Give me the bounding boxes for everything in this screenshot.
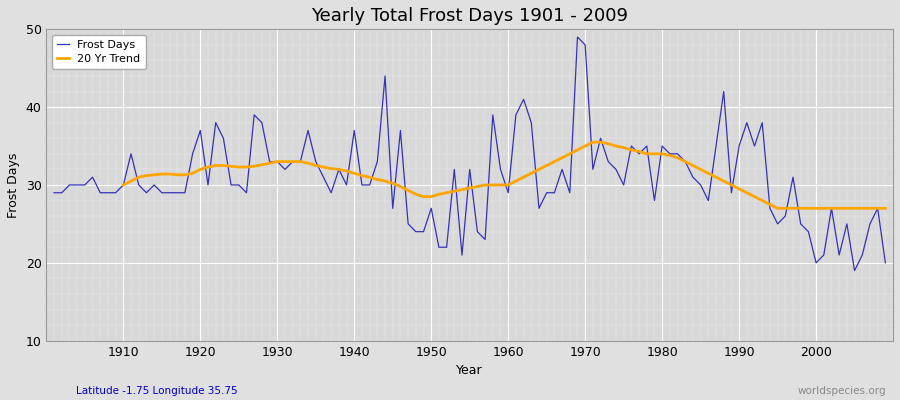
Line: Frost Days: Frost Days bbox=[54, 37, 886, 270]
Line: 20 Yr Trend: 20 Yr Trend bbox=[123, 142, 886, 208]
Frost Days bbox=[326, 190, 337, 195]
20 Yr Trend bbox=[772, 206, 783, 211]
Frost Days bbox=[110, 190, 121, 195]
20 Yr Trend bbox=[572, 148, 583, 152]
Text: worldspecies.org: worldspecies.org bbox=[798, 386, 886, 396]
20 Yr Trend bbox=[510, 179, 521, 184]
Frost Days bbox=[850, 268, 860, 273]
20 Yr Trend bbox=[118, 182, 129, 187]
Frost Days bbox=[503, 190, 514, 195]
20 Yr Trend bbox=[880, 206, 891, 211]
20 Yr Trend bbox=[833, 206, 844, 211]
Frost Days bbox=[280, 167, 291, 172]
20 Yr Trend bbox=[295, 159, 306, 164]
X-axis label: Year: Year bbox=[456, 364, 483, 377]
Y-axis label: Frost Days: Frost Days bbox=[7, 152, 20, 218]
Frost Days bbox=[603, 159, 614, 164]
20 Yr Trend bbox=[588, 140, 598, 144]
Text: Latitude -1.75 Longitude 35.75: Latitude -1.75 Longitude 35.75 bbox=[76, 386, 238, 396]
20 Yr Trend bbox=[857, 206, 868, 211]
Frost Days bbox=[572, 35, 583, 40]
Title: Yearly Total Frost Days 1901 - 2009: Yearly Total Frost Days 1901 - 2009 bbox=[311, 7, 628, 25]
20 Yr Trend bbox=[265, 161, 275, 166]
Frost Days bbox=[495, 167, 506, 172]
Legend: Frost Days, 20 Yr Trend: Frost Days, 20 Yr Trend bbox=[52, 35, 146, 70]
Frost Days bbox=[880, 260, 891, 265]
Frost Days bbox=[49, 190, 59, 195]
